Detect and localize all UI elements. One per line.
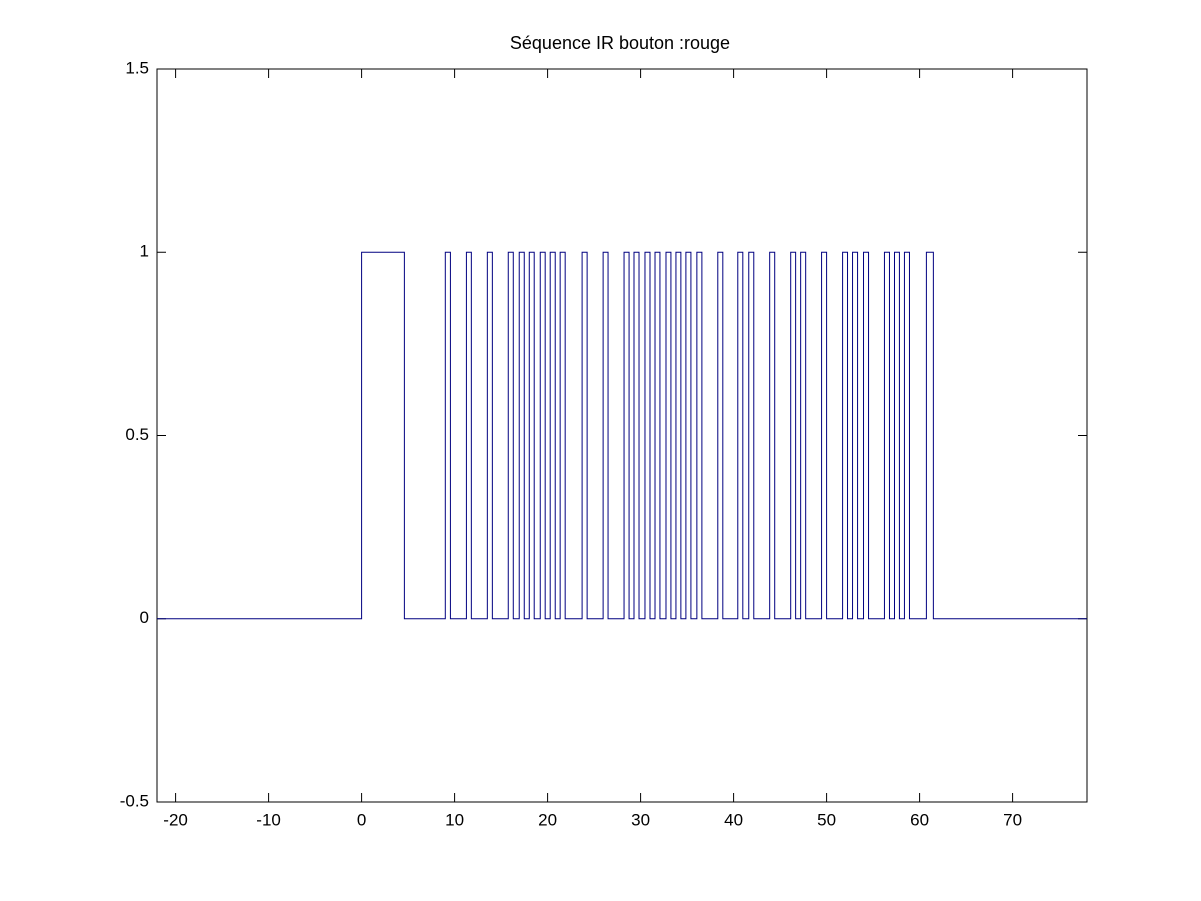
signal-line <box>157 251 1087 620</box>
x-tick-label: -10 <box>256 810 281 829</box>
plot-box <box>156 68 1088 803</box>
y-tick-label: 1 <box>140 242 149 261</box>
chart-title: Séquence IR bouton :rouge <box>510 33 730 53</box>
x-tick-label: 10 <box>445 810 464 829</box>
y-tick-label: 0 <box>140 608 149 627</box>
x-tick-label: 70 <box>1003 810 1022 829</box>
y-tick-label: 0.5 <box>125 425 149 444</box>
x-tick-label: 20 <box>538 810 557 829</box>
x-tick-label: 0 <box>357 810 366 829</box>
x-tick-label: 40 <box>724 810 743 829</box>
x-tick-label: 60 <box>910 810 929 829</box>
x-tick-label: 30 <box>631 810 650 829</box>
x-tick-label: 50 <box>817 810 836 829</box>
y-tick-label: -0.5 <box>120 791 149 810</box>
y-tick-label: 1.5 <box>125 58 149 77</box>
x-tick-label: -20 <box>163 810 188 829</box>
